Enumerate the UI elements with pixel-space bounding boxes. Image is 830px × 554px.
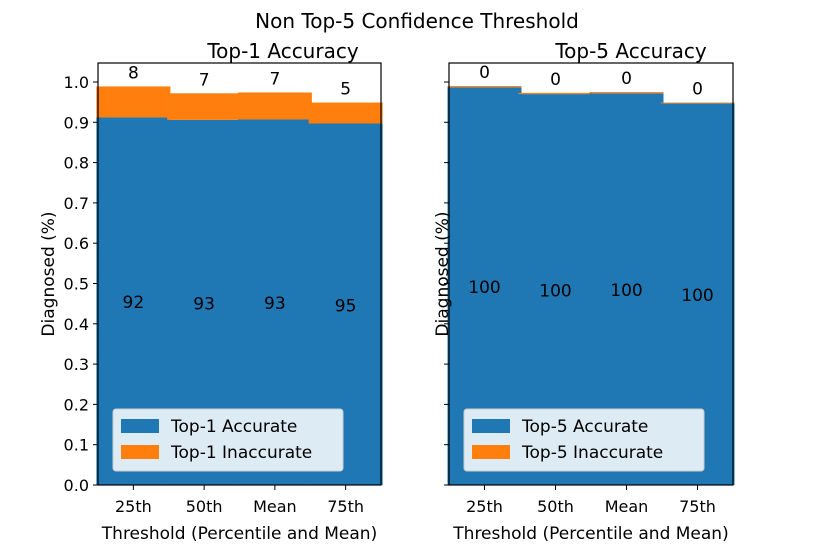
panel1-label-inaccurate-2: 7: [269, 69, 280, 89]
panel1-title: Top-1 Accuracy: [206, 39, 359, 63]
panel1-label-accurate-2: 93: [264, 294, 286, 314]
panel2-legend-swatch-1: [472, 445, 510, 459]
panel2-label-inaccurate-2: 0: [621, 69, 632, 89]
panel1-bar-inaccurate-3: [308, 102, 383, 124]
panel2-xtick-label-3: 75th: [679, 497, 716, 516]
panel1-label-inaccurate-0: 8: [128, 63, 139, 83]
panel2-label-accurate-3: 100: [681, 286, 713, 306]
panel1-bar-inaccurate-2: [237, 92, 312, 120]
panel1-frame: [97, 62, 382, 486]
panel1-xtick-label-3: 75th: [327, 497, 364, 516]
panel2-xtick-label-0: 25th: [466, 497, 503, 516]
panel2-legend-label-0: Top-5 Accurate: [521, 417, 648, 437]
panel2-label-inaccurate-0: 0: [479, 63, 490, 83]
panel1-xtick-label-2: Mean: [253, 497, 297, 516]
panel1-label-accurate-3: 95: [335, 296, 357, 316]
panel1-ytick-label-10: 1.0: [64, 73, 89, 92]
panel2-label-inaccurate-1: 0: [550, 70, 561, 90]
panel1-label-accurate-0: 92: [123, 293, 145, 313]
panel1-legend: [112, 408, 344, 472]
panel1-legend-label-0: Top-1 Accurate: [170, 417, 297, 437]
panel2-legend: [463, 408, 705, 472]
panel1-ytick-label-3: 0.3: [64, 355, 89, 374]
panel1-bar-inaccurate-1: [167, 93, 242, 120]
panel1-legend-swatch-1: [121, 445, 159, 459]
panel1-legend-label-1: Top-1 Inaccurate: [170, 443, 312, 463]
figure-title: Non Top-5 Confidence Threshold: [255, 9, 579, 33]
panel1-xtick-label-1: 50th: [186, 497, 223, 516]
panel1-xlabel: Threshold (Percentile and Mean): [101, 524, 377, 544]
panel1-label-accurate-1: 93: [193, 294, 215, 314]
panel2-bar-inaccurate-0: [447, 86, 522, 88]
panel1-bar-inaccurate-0: [96, 86, 171, 118]
panel2-legend-swatch-0: [472, 419, 510, 433]
panel2-ylabel: Diagnosed (%): [433, 211, 453, 336]
panel1-ytick-label-0: 0.0: [64, 476, 89, 495]
panel1-legend-swatch-0: [121, 419, 159, 433]
panel1-label-inaccurate-3: 5: [340, 80, 351, 100]
panel2-label-accurate-1: 100: [539, 282, 571, 302]
panel2-label-accurate-2: 100: [610, 281, 642, 301]
panel1-ytick-label-9: 0.9: [64, 113, 89, 132]
panel2-xtick-label-1: 50th: [537, 497, 574, 516]
panel2-xtick-label-2: Mean: [605, 497, 649, 516]
panel1-ytick-label-7: 0.7: [64, 194, 89, 213]
panel2-title: Top-5 Accuracy: [554, 39, 707, 63]
panel2-legend-label-1: Top-5 Inaccurate: [521, 443, 663, 463]
panel1-ytick-label-2: 0.2: [64, 395, 89, 414]
panel1-ytick-label-8: 0.8: [64, 154, 89, 173]
panel2-xlabel: Threshold (Percentile and Mean): [452, 524, 728, 544]
panel2-bar-inaccurate-1: [518, 92, 593, 95]
panel2-bar-inaccurate-3: [660, 102, 735, 104]
panel2-frame: [448, 62, 734, 486]
panel1-ytick-label-4: 0.4: [64, 315, 89, 334]
panel1-ytick-label-5: 0.5: [64, 275, 89, 294]
panel2-label-accurate-0: 100: [468, 278, 500, 298]
panel1-label-inaccurate-1: 7: [199, 70, 210, 90]
panel1-ylabel: Diagnosed (%): [39, 211, 59, 336]
panel2-bar-inaccurate-2: [589, 92, 664, 94]
panel1-xtick-label-0: 25th: [115, 497, 152, 516]
panel1-ytick-label-6: 0.6: [64, 234, 89, 253]
panel1-ytick-label-1: 0.1: [64, 436, 89, 455]
panel2-label-inaccurate-3: 0: [692, 80, 703, 100]
